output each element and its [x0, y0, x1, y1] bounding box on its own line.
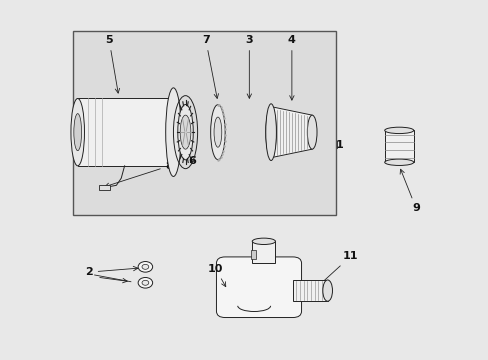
- Ellipse shape: [138, 261, 152, 272]
- Text: 7: 7: [202, 35, 218, 98]
- Ellipse shape: [71, 99, 84, 166]
- Ellipse shape: [210, 105, 224, 159]
- Bar: [292, 280, 327, 301]
- Text: 5: 5: [105, 35, 120, 93]
- Ellipse shape: [307, 115, 316, 149]
- Ellipse shape: [142, 280, 148, 285]
- Text: 1: 1: [335, 140, 343, 149]
- Text: 11: 11: [313, 251, 358, 290]
- Bar: [384, 130, 413, 162]
- Ellipse shape: [138, 278, 152, 288]
- Ellipse shape: [265, 108, 276, 156]
- Ellipse shape: [178, 104, 193, 160]
- Ellipse shape: [322, 280, 332, 301]
- Text: 2: 2: [85, 266, 138, 277]
- Bar: [78, 99, 176, 166]
- Ellipse shape: [169, 99, 182, 166]
- Text: 6: 6: [188, 156, 196, 166]
- Text: 10: 10: [207, 264, 225, 287]
- Ellipse shape: [214, 117, 222, 147]
- Ellipse shape: [252, 238, 275, 244]
- Ellipse shape: [384, 127, 413, 134]
- FancyBboxPatch shape: [216, 257, 301, 318]
- Ellipse shape: [165, 88, 181, 176]
- Bar: [250, 250, 255, 259]
- Bar: [99, 185, 110, 190]
- Ellipse shape: [142, 264, 148, 269]
- Text: 9: 9: [399, 169, 419, 213]
- Text: 8: 8: [105, 161, 173, 188]
- Ellipse shape: [265, 104, 276, 161]
- Polygon shape: [270, 107, 311, 158]
- Bar: [73, 31, 336, 215]
- Ellipse shape: [384, 159, 413, 166]
- Ellipse shape: [74, 114, 81, 151]
- Ellipse shape: [180, 115, 190, 149]
- Bar: [252, 241, 275, 263]
- Text: 4: 4: [287, 35, 295, 100]
- Text: 3: 3: [245, 35, 253, 98]
